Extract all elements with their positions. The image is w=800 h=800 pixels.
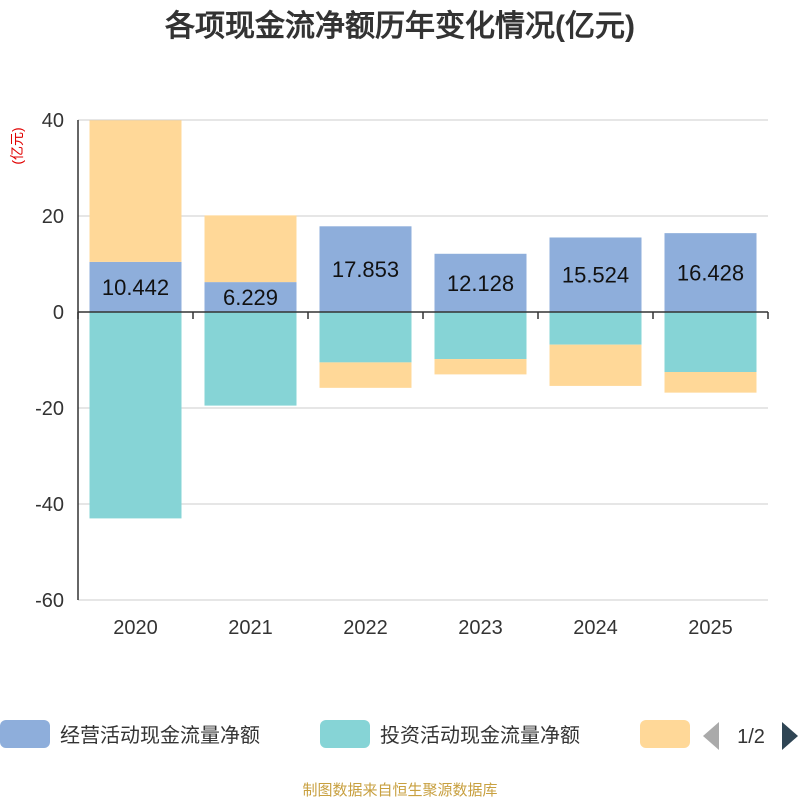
bar-segment [89, 261, 182, 312]
data-source-note: 制图数据来自恒生聚源数据库 [302, 782, 497, 799]
legend-page-indicator: 1/2 [737, 726, 765, 748]
bar-segment [549, 237, 642, 312]
bar-segment [204, 312, 297, 406]
bar-segment [434, 253, 527, 312]
bar-segment [319, 362, 412, 388]
bar-segment [319, 312, 412, 363]
bars [89, 120, 757, 519]
x-tick-label: 2024 [573, 617, 618, 639]
bar-segment [434, 312, 527, 360]
y-tick-label: 40 [42, 110, 64, 132]
legend-swatch[interactable] [0, 720, 50, 748]
bar-segment [549, 344, 642, 386]
legend-next-arrow-icon[interactable] [782, 722, 798, 750]
y-tick-label: -60 [35, 590, 64, 612]
y-tick-label: 0 [53, 302, 64, 324]
legend: 经营活动现金流量净额 投资活动现金流量净额 [0, 720, 690, 748]
x-tick-label: 2023 [458, 617, 503, 639]
x-tick-label: 2020 [113, 617, 158, 639]
bar-segment [204, 215, 297, 283]
bar-segment [664, 372, 757, 393]
data-label: 10.442 [102, 275, 169, 300]
legend-label[interactable]: 经营活动现金流量净额 [60, 724, 260, 747]
axes: 40 20 0 -20 -40 -60 2020 2021 2022 2023 2024 2025 [35, 110, 769, 639]
bar-segment [89, 312, 182, 519]
data-label: 15.524 [562, 263, 629, 288]
bar-segment [664, 312, 757, 372]
data-label: 12.128 [447, 271, 514, 296]
legend-pager: 1/2 [703, 722, 798, 750]
data-labels: 10.442 6.229 17.853 12.128 15.524 16.428 [102, 257, 744, 310]
data-label: 17.853 [332, 257, 399, 282]
data-label: 6.229 [223, 285, 278, 310]
x-tick-label: 2022 [343, 617, 388, 639]
bar-segment [204, 282, 297, 312]
y-tick-label: -20 [35, 398, 64, 420]
y-unit-label: (亿元) [9, 127, 25, 164]
data-label: 16.428 [677, 261, 744, 286]
y-tick-label: 20 [42, 206, 64, 228]
y-tick-label: -40 [35, 494, 64, 516]
bar-segment [319, 226, 412, 312]
bar-segment [549, 312, 642, 345]
chart-title: 各项现金流净额历年变化情况(亿元) [164, 9, 635, 43]
x-tick-label: 2021 [228, 617, 273, 639]
bar-segment [89, 120, 182, 262]
bar-segment [664, 233, 757, 312]
legend-prev-arrow-icon[interactable] [703, 722, 719, 750]
bar-segment [434, 359, 527, 375]
x-tick-label: 2025 [688, 617, 733, 639]
legend-label[interactable]: 投资活动现金流量净额 [380, 724, 580, 747]
legend-swatch[interactable] [640, 720, 690, 748]
legend-swatch[interactable] [320, 720, 370, 748]
